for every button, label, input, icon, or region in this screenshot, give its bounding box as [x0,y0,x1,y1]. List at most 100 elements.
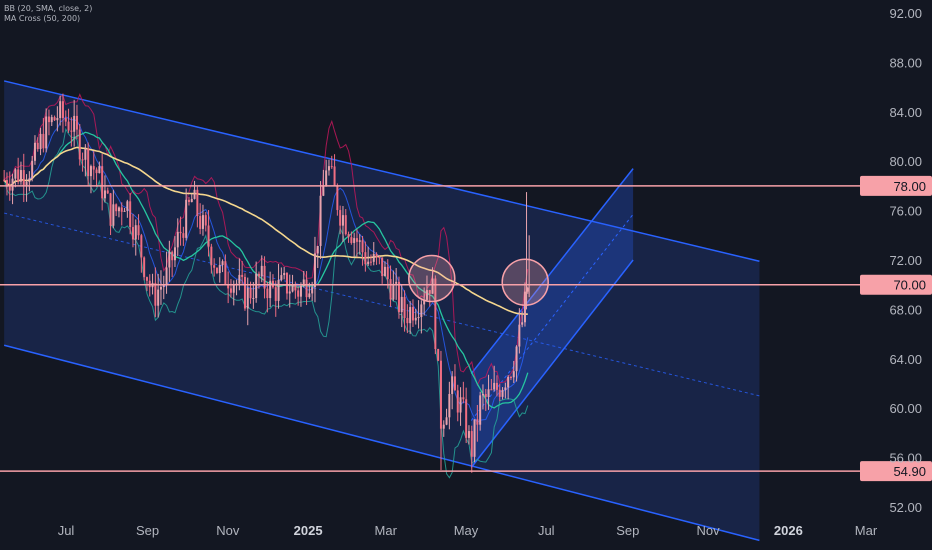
candle-body [459,397,462,413]
candle-body [70,130,73,132]
candle-body [283,272,286,276]
price-levels[interactable]: 78.00 70.00 54.90 [0,175,932,482]
candle-body [484,394,487,397]
candle-body [302,279,305,287]
candle-body [395,281,398,284]
channel-upper-line [3,80,760,262]
legend-bb[interactable]: BB (20, SMA, close, 2) [4,4,93,13]
candle-body [411,307,414,321]
candle-body [319,195,322,246]
candle-body [112,204,115,226]
candle-body [224,261,227,285]
candle-body [381,257,384,277]
y-tick-label: 84.00 [889,105,922,120]
legend-ma-cross[interactable]: MA Cross (50, 200) [4,14,81,23]
candle-body [487,389,490,397]
y-tick-label: 88.00 [889,55,922,70]
candle-body [383,266,386,277]
candle-body [190,198,193,203]
candle-body [193,189,196,199]
price-axis[interactable]: 92.00 88.00 84.00 80.00 76.00 72.00 68.00 64.00… [889,6,922,515]
candle-body [325,170,328,186]
candle-body [227,284,230,289]
time-axis[interactable]: Jul Sep Nov 2025 Mar May Jul Sep Nov 2026 Mar [58,523,878,538]
y-tick-label: 80.00 [889,154,922,169]
candle-body [316,245,319,254]
y-tick-label: 72.00 [889,253,922,268]
candle-body [11,178,14,191]
candle-body [400,296,403,313]
candle-body [277,279,280,301]
candle-body [73,115,76,132]
candle-body [428,290,431,294]
candle-body [78,129,81,160]
ascending-channel[interactable] [470,168,634,468]
candle-body [196,189,199,217]
x-tick-label: Jul [538,523,555,538]
x-tick-label: 2026 [774,523,803,538]
price-level-label: 78.00 [893,179,926,194]
x-tick-label: May [454,523,479,538]
candle-body [89,166,92,177]
candle-body [355,238,358,242]
candle-body [397,281,400,313]
candle-body [470,431,473,457]
candle-body [322,185,325,196]
candle-body [168,251,171,268]
candle-body [140,235,143,258]
candle-body [249,287,252,299]
candle-body [87,148,90,177]
candle-body [131,227,134,240]
candle-body [431,278,434,294]
candle-body [266,288,269,299]
candle-body [173,247,176,261]
candle-body [311,287,314,294]
x-tick-label: Jul [58,523,75,538]
candle-body [232,284,235,293]
candle-body [467,431,470,438]
candle-body [274,287,277,301]
candle-body [148,280,151,288]
candle-body [372,254,375,262]
candle-body [28,178,31,182]
indicator-legend[interactable]: BB (20, SMA, close, 2) MA Cross (50, 200… [4,4,92,24]
candle-body [327,166,330,171]
candle-body [406,317,409,324]
candle-body [285,272,288,294]
candle-body [403,296,406,318]
candle-body [386,266,389,280]
candle-body [123,210,126,212]
candle-body [257,273,260,277]
channel-lower-line [3,344,760,542]
candle-body [103,190,106,199]
candle-body [14,169,17,179]
candle-body [526,287,529,292]
candle-body [84,148,87,160]
candle-body [434,278,437,350]
highlight-circles[interactable] [408,254,549,306]
x-tick-label: Sep [136,523,159,538]
ma50-line [3,131,529,409]
candle-body [145,277,148,281]
candle-body [313,253,316,288]
candle-body [22,170,25,186]
candle-body [179,231,182,234]
candle-body [291,284,294,292]
candles [3,93,530,473]
candle-body [182,233,185,238]
candle-body [238,274,241,284]
candle-body [109,193,112,226]
candle-body [521,322,524,325]
candle-body [515,346,518,372]
candle-body [25,181,28,186]
descending-channel[interactable] [3,80,760,542]
candle-body [17,169,20,182]
candle-body [75,115,78,130]
candle-body [5,180,8,187]
candle-body [479,395,482,425]
candle-body [106,190,109,194]
candle-body [364,252,367,265]
candle-body [498,389,501,397]
candle-body [294,284,297,291]
